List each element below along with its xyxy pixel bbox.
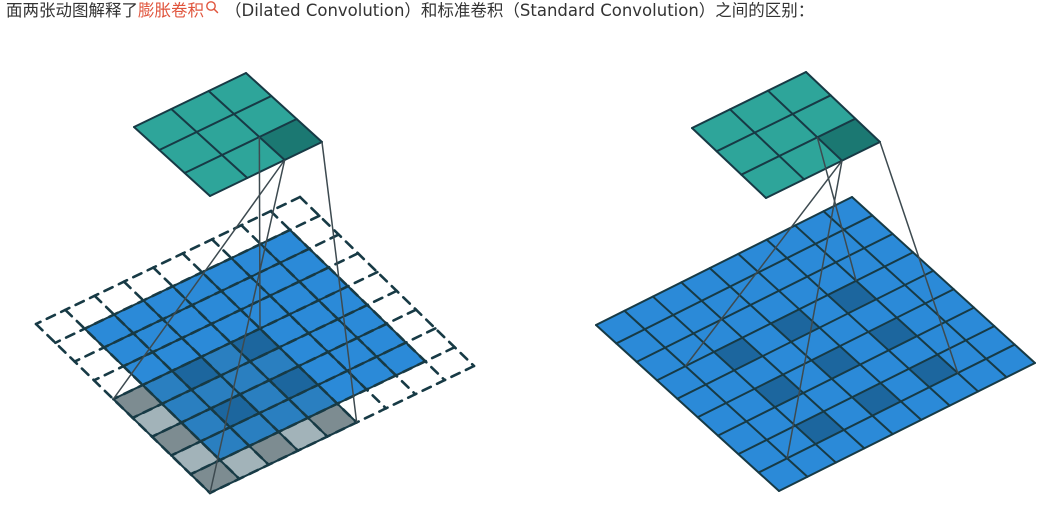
kernel-cell	[208, 73, 272, 114]
grid-line	[229, 341, 329, 438]
kernel-cell	[741, 156, 804, 198]
grid-line	[131, 346, 281, 419]
kernel-output-cell	[817, 118, 880, 161]
dilated-convolution-link[interactable]: 膨胀卷积	[138, 1, 204, 20]
grid-line	[729, 108, 805, 181]
grid-line	[805, 71, 881, 143]
grid-line	[170, 108, 249, 179]
grid-line	[765, 141, 881, 199]
kernel-cell	[159, 132, 222, 173]
grid-line	[691, 71, 807, 129]
grid-line	[133, 126, 211, 197]
grid-line	[151, 365, 300, 438]
grid-line	[765, 238, 951, 407]
connector-line	[879, 141, 959, 374]
grid-line	[112, 327, 261, 401]
grid-line	[209, 421, 358, 494]
grid-line	[635, 232, 894, 363]
grid-line	[298, 195, 476, 368]
caption-suffix: （Dilated Convolution）和标准卷积（Standard Conv…	[225, 1, 815, 20]
grid-line	[200, 355, 299, 452]
grid-line	[708, 267, 894, 436]
kernel-cell	[184, 155, 248, 196]
connector-line	[786, 160, 843, 459]
grid-line	[851, 196, 1036, 364]
grid-line	[170, 383, 319, 457]
grid-line	[245, 72, 323, 143]
kernel-cell	[196, 114, 260, 155]
grid-line	[680, 281, 866, 450]
kernel-cell	[692, 109, 755, 152]
kernel-grid	[691, 71, 881, 199]
connector-line	[258, 136, 261, 329]
connector-line	[816, 137, 857, 281]
grid-line	[34, 195, 302, 326]
grid-line	[595, 196, 853, 326]
kernel-output-cell	[259, 119, 322, 160]
grid-line	[691, 127, 767, 199]
grid-line	[767, 89, 843, 162]
connector-line	[684, 160, 843, 367]
standard-convolution-diagram	[595, 71, 1036, 492]
kernel-cell	[234, 96, 297, 137]
receptive-grid	[112, 327, 358, 494]
connector-line	[321, 141, 358, 423]
kernel-cell	[716, 132, 780, 175]
grid-line	[171, 369, 270, 466]
grid-line	[259, 327, 358, 424]
kernel-output-cells	[817, 118, 880, 161]
grid-line	[740, 117, 857, 176]
kernel-output-cells	[259, 119, 322, 160]
grid-line	[189, 402, 339, 476]
grid-line	[112, 398, 211, 494]
grid-line	[259, 243, 397, 377]
grid-line	[207, 90, 286, 161]
grid-line	[103, 247, 311, 349]
kernel-cell	[171, 91, 234, 132]
grid-line	[122, 266, 330, 368]
input-grid	[595, 196, 1036, 492]
grid-line	[656, 251, 914, 382]
grid-line	[141, 384, 241, 480]
grid-line	[623, 309, 809, 478]
search-icon[interactable]	[205, 0, 219, 14]
grid-line	[83, 228, 291, 330]
grid-line	[715, 94, 832, 153]
kernel-cell	[134, 109, 197, 150]
grid-line	[757, 343, 1016, 474]
kernel-cell	[768, 72, 831, 114]
kernel-cell	[754, 114, 818, 156]
grid-line	[595, 324, 780, 492]
grid-line	[778, 362, 1036, 492]
kernel-grid	[133, 72, 323, 197]
grid-line	[737, 252, 923, 421]
connector-line	[112, 159, 286, 400]
grid-line	[737, 325, 996, 456]
kernel-cell	[730, 90, 793, 133]
dilated-convolution-diagram	[34, 72, 476, 495]
grid-line	[696, 288, 955, 419]
grid-line	[822, 210, 1008, 379]
kernel-cell	[222, 137, 285, 178]
grid-line	[717, 306, 975, 437]
grid-line	[289, 228, 427, 363]
kernel-cell	[792, 95, 856, 138]
grid-line	[183, 118, 298, 174]
caption-text: 面两张动图解释了膨胀卷积 （Dilated Convolution）和标准卷积（S…	[6, 0, 814, 22]
grid-line	[615, 214, 874, 345]
connector-line	[209, 159, 286, 494]
grid-line	[676, 269, 935, 400]
grid-line	[651, 295, 837, 464]
grid-line	[209, 141, 323, 197]
kernel-cell	[779, 137, 842, 180]
grid-line	[133, 72, 247, 128]
caption-prefix: 面两张动图解释了	[6, 1, 138, 20]
grid-line	[158, 95, 273, 151]
grid-line	[230, 257, 368, 391]
kernel-cells	[692, 72, 880, 198]
